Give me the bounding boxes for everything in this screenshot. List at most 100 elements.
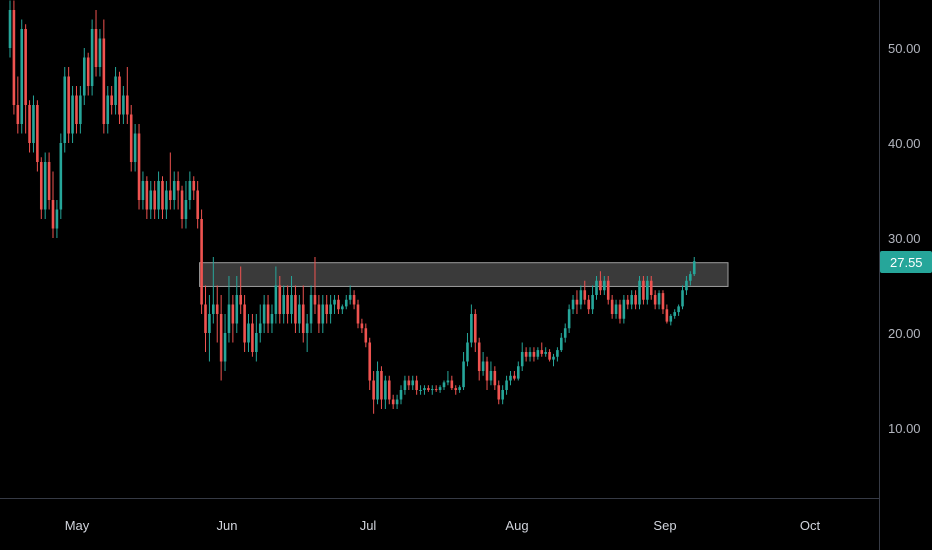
candle-body [575, 299, 579, 305]
candle-body [427, 388, 430, 390]
candle-body [278, 285, 282, 314]
candle-body [161, 181, 164, 210]
candle-body [630, 295, 633, 305]
candle-body [180, 190, 184, 219]
price-axis[interactable]: 50.00 40.00 30.00 20.00 10.00 [888, 41, 921, 436]
x-tick-label: Jun [217, 518, 238, 533]
y-tick-label: 20.00 [888, 326, 921, 341]
candle-body [567, 309, 571, 329]
candle-body [219, 314, 223, 362]
candle-body [462, 361, 465, 388]
candle-body [384, 380, 387, 400]
candle-body [274, 285, 278, 314]
candle-body [587, 299, 590, 310]
candle-body [661, 293, 665, 310]
candles-layer [8, 0, 696, 414]
x-tick-label: Sep [653, 518, 676, 533]
candle-body [368, 342, 372, 381]
candle-body [473, 314, 477, 343]
candle-body [200, 219, 203, 305]
candle-body [67, 76, 70, 134]
candle-body [165, 190, 168, 210]
candle-body [423, 388, 426, 390]
candle-body [544, 352, 547, 354]
candle-body [102, 38, 106, 124]
candle-body [497, 385, 501, 400]
candle-body [122, 95, 125, 115]
candle-body [157, 181, 160, 210]
candle-body [298, 304, 301, 324]
candle-body [153, 190, 156, 210]
candle-body [509, 375, 512, 381]
candle-body [106, 95, 110, 124]
candle-body [442, 382, 446, 388]
candle-body [646, 280, 649, 300]
candle-body [329, 304, 332, 314]
candle-body [63, 76, 67, 143]
candle-body [391, 399, 395, 405]
candle-body [309, 295, 313, 324]
candle-body [129, 114, 133, 162]
candle-body [466, 342, 469, 362]
resistance-zone [199, 262, 729, 287]
x-tick-label: Jul [360, 518, 377, 533]
candle-body [24, 29, 27, 105]
candle-body [227, 304, 231, 333]
candle-body [380, 371, 383, 400]
candle-body [251, 323, 254, 352]
candle-body [481, 361, 485, 371]
candle-body [532, 352, 536, 357]
candle-body [51, 200, 55, 229]
candle-body [110, 95, 113, 105]
candle-body [215, 304, 219, 314]
candle-body [477, 342, 481, 371]
candle-body [344, 299, 348, 307]
candle-body [75, 95, 78, 124]
last-price-text: 27.55 [890, 255, 923, 270]
candle-body [337, 299, 340, 310]
candle-body [169, 190, 172, 200]
candle-body [563, 328, 567, 338]
candle-body [642, 280, 645, 300]
candle-body [571, 299, 575, 310]
candle-body [493, 371, 497, 386]
candle-body [262, 304, 266, 324]
candle-body [356, 304, 360, 324]
candle-body [591, 295, 594, 310]
candle-body [258, 323, 262, 333]
candle-body [614, 304, 618, 314]
candle-body [212, 304, 215, 314]
candle-body [618, 304, 622, 319]
candle-body [517, 366, 520, 379]
candle-body [16, 105, 20, 124]
candle-body [348, 295, 352, 300]
candle-body [321, 304, 325, 324]
candle-body [434, 389, 438, 391]
candle-body [305, 323, 309, 333]
time-axis[interactable]: May Jun Jul Aug Sep Oct [65, 518, 821, 533]
candle-body [301, 304, 305, 333]
candle-body [548, 352, 551, 360]
candle-body [540, 350, 544, 354]
candle-body [649, 280, 653, 295]
candle-body [634, 295, 637, 305]
candle-body [387, 380, 391, 400]
candle-body [622, 299, 626, 319]
candle-body [55, 209, 59, 229]
candle-body [86, 57, 90, 86]
candle-body [126, 95, 129, 115]
x-tick-label: Oct [800, 518, 821, 533]
candle-body [603, 280, 606, 291]
candle-body [133, 133, 137, 162]
last-price-badge [880, 251, 932, 273]
x-tick-label: May [65, 518, 90, 533]
candle-body [325, 304, 329, 314]
candle-body [626, 299, 630, 305]
candle-body [208, 314, 211, 333]
candle-body [36, 105, 39, 162]
candle-body [599, 280, 602, 291]
candle-body [669, 315, 673, 322]
candle-body [513, 375, 516, 379]
